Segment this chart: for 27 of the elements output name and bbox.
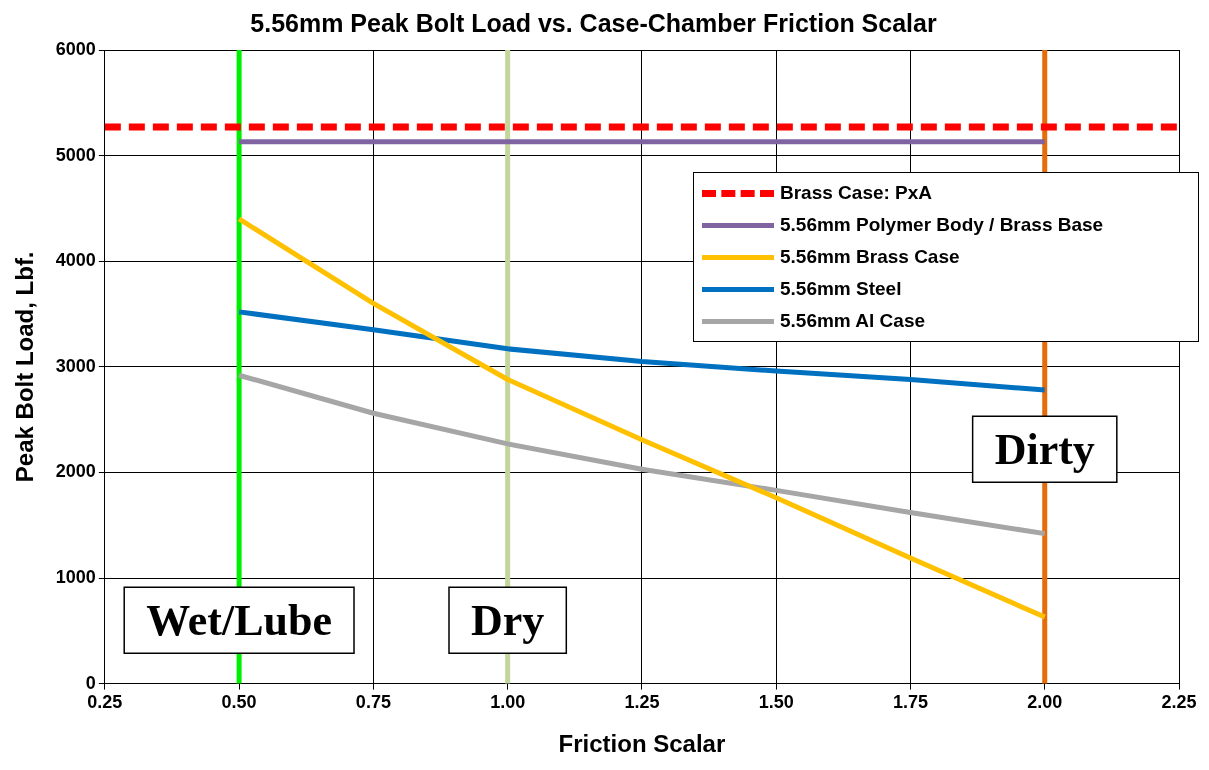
legend-label: 5.56mm Brass Case: [780, 246, 960, 268]
x-tick-label: 0.25: [87, 692, 123, 713]
x-tick-label: 1.00: [490, 692, 526, 713]
chart-title: 5.56mm Peak Bolt Load vs. Case-Chamber Friction Scalar: [250, 8, 937, 37]
y-tick-label: 2000: [55, 461, 96, 482]
y-tick-label: 1000: [55, 566, 96, 587]
x-tick-label: 0.50: [221, 692, 257, 713]
legend-label: Brass Case: PxA: [780, 182, 933, 204]
ref-line-label: Dirty: [994, 424, 1095, 474]
y-tick-label: 4000: [55, 250, 96, 271]
y-axis-title: Peak Bolt Load, Lbf.: [11, 251, 39, 483]
x-tick-label: 2.00: [1027, 692, 1063, 713]
legend-label: 5.56mm Polymer Body / Brass Base: [780, 214, 1104, 236]
x-tick-label: 1.75: [892, 692, 928, 713]
legend-label: 5.56mm Steel: [780, 278, 902, 300]
x-tick-label: 2.25: [1161, 692, 1197, 713]
x-tick-label: 1.50: [758, 692, 794, 713]
y-tick-label: 5000: [55, 144, 96, 165]
y-tick-label: 6000: [55, 38, 96, 59]
x-tick-label: 0.75: [355, 692, 391, 713]
x-axis-title: Friction Scalar: [558, 730, 726, 758]
ref-line-label: Wet/Lube: [146, 595, 333, 645]
legend-label: 5.56mm Al Case: [780, 310, 926, 332]
x-tick-label: 1.25: [624, 692, 660, 713]
y-tick-label: 0: [85, 672, 96, 693]
ref-line-label: Dry: [471, 595, 545, 645]
y-tick-label: 3000: [55, 355, 96, 376]
